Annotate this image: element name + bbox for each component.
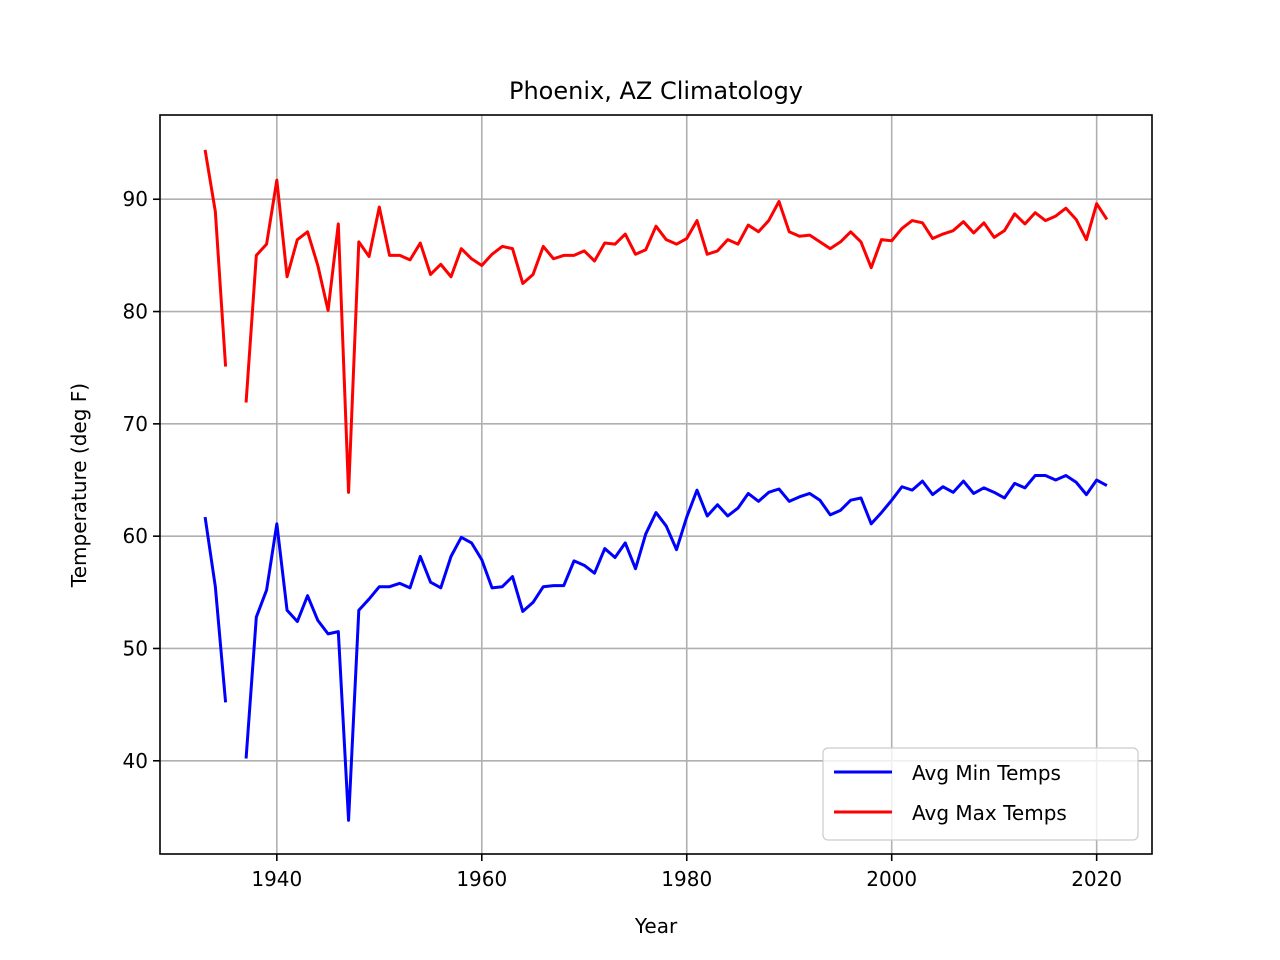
series-line-avg-min-temps bbox=[203, 474, 1108, 822]
y-tick-label: 80 bbox=[123, 300, 148, 324]
x-tick-label: 1960 bbox=[456, 867, 507, 891]
y-tick-label: 40 bbox=[123, 749, 148, 773]
y-axis-title: Temperature (deg F) bbox=[67, 383, 91, 588]
chart-title: Phoenix, AZ Climatology bbox=[509, 77, 803, 105]
x-tick-label: 2020 bbox=[1071, 867, 1122, 891]
series-line-avg-max-temps bbox=[203, 149, 1109, 494]
legend: Avg Min Temps Avg Max Temps bbox=[822, 747, 1139, 841]
x-tick-label: 1980 bbox=[661, 867, 712, 891]
legend-box bbox=[822, 747, 1139, 841]
tick-layer: 1940 1960 1980 2000 2020 40 50 60 70 80 90 bbox=[123, 187, 1123, 891]
y-tick-label: 90 bbox=[123, 187, 148, 211]
series-layer bbox=[203, 149, 1109, 822]
y-tick-label: 60 bbox=[123, 524, 148, 548]
x-tick-label: 1940 bbox=[251, 867, 302, 891]
y-tick-label: 50 bbox=[123, 636, 148, 660]
plot-area-frame bbox=[159, 114, 1153, 855]
x-tick-label: 2000 bbox=[866, 867, 917, 891]
x-axis-title: Year bbox=[634, 914, 678, 938]
y-tick-label: 70 bbox=[123, 412, 148, 436]
legend-label-avg-min-temps: Avg Min Temps bbox=[912, 761, 1061, 785]
legend-label-avg-max-temps: Avg Max Temps bbox=[912, 801, 1067, 825]
